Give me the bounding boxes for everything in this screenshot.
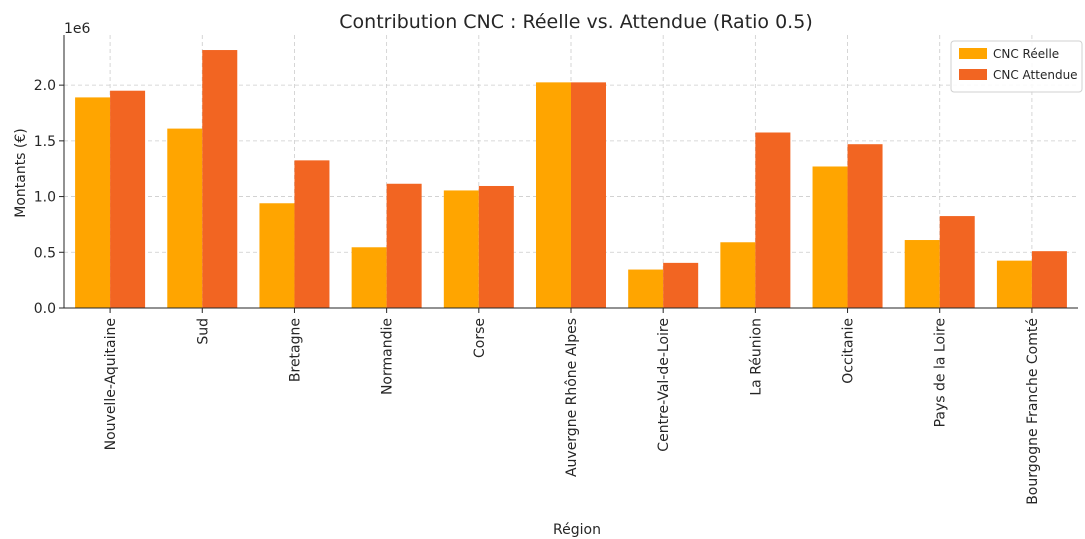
legend: CNC Réelle CNC Attendue: [950, 40, 1083, 93]
bar-reelle: [628, 269, 664, 308]
bar-reelle: [996, 260, 1032, 308]
bar-attendue: [1031, 251, 1067, 308]
bar-reelle: [259, 203, 295, 308]
bars: [75, 50, 1067, 309]
bar-attendue: [478, 185, 514, 308]
bar-reelle: [167, 128, 203, 308]
x-tick-label: Pays de la Loire: [933, 318, 949, 427]
bar-attendue: [294, 160, 330, 308]
bar-attendue: [571, 82, 606, 308]
y-tick-label: 1.5: [34, 134, 56, 150]
bar-attendue: [110, 90, 146, 308]
bar-reelle: [75, 97, 111, 309]
bar-reelle: [536, 82, 571, 308]
bar-attendue: [939, 216, 975, 308]
bar-reelle: [720, 242, 756, 308]
x-tick-label: Bretagne: [287, 318, 303, 382]
x-tick-label: Occitanie: [841, 318, 857, 384]
x-tick-label: La Réunion: [748, 318, 764, 396]
y-tick-label: 0.0: [34, 301, 56, 317]
y-ticks: 0.0 0.5 1.0 1.5 2.0: [34, 78, 64, 317]
legend-swatch: [959, 69, 987, 80]
x-tick-label: Auvergne Rhône Alpes: [564, 318, 580, 477]
bar-reelle: [351, 247, 387, 308]
bar-attendue: [847, 144, 883, 308]
y-tick-label: 0.5: [34, 245, 56, 261]
x-tick-label: Corse: [472, 318, 488, 358]
x-tick-label: Nouvelle-Aquitaine: [103, 318, 119, 450]
legend-label: CNC Réelle: [993, 47, 1059, 61]
bar-attendue: [386, 183, 422, 308]
bar-reelle: [443, 190, 479, 308]
y-tick-label: 1.0: [34, 190, 56, 206]
x-tick-label: Bourgogne Franche Comté: [1025, 318, 1041, 505]
x-tick-label: Normandie: [380, 318, 396, 395]
x-axis-label: Région: [553, 522, 601, 538]
x-tick-label: Centre-Val-de-Loire: [656, 318, 672, 452]
bar-attendue: [755, 132, 791, 308]
bar-reelle: [904, 240, 940, 308]
y-axis-label: Montants (€): [13, 128, 29, 218]
bar-attendue: [202, 50, 238, 309]
y-tick-label: 2.0: [34, 78, 56, 94]
legend-swatch: [959, 48, 987, 59]
chart-title: Contribution CNC : Réelle vs. Attendue (…: [339, 11, 812, 33]
bar-attendue: [663, 262, 699, 308]
bar-reelle: [812, 166, 848, 308]
x-ticks: Nouvelle-Aquitaine Sud Bretagne Normandie Co…: [103, 308, 1041, 505]
y-offset-label: 1e6: [64, 21, 91, 37]
legend-label: CNC Attendue: [993, 68, 1078, 82]
x-tick-label: Sud: [195, 318, 211, 345]
